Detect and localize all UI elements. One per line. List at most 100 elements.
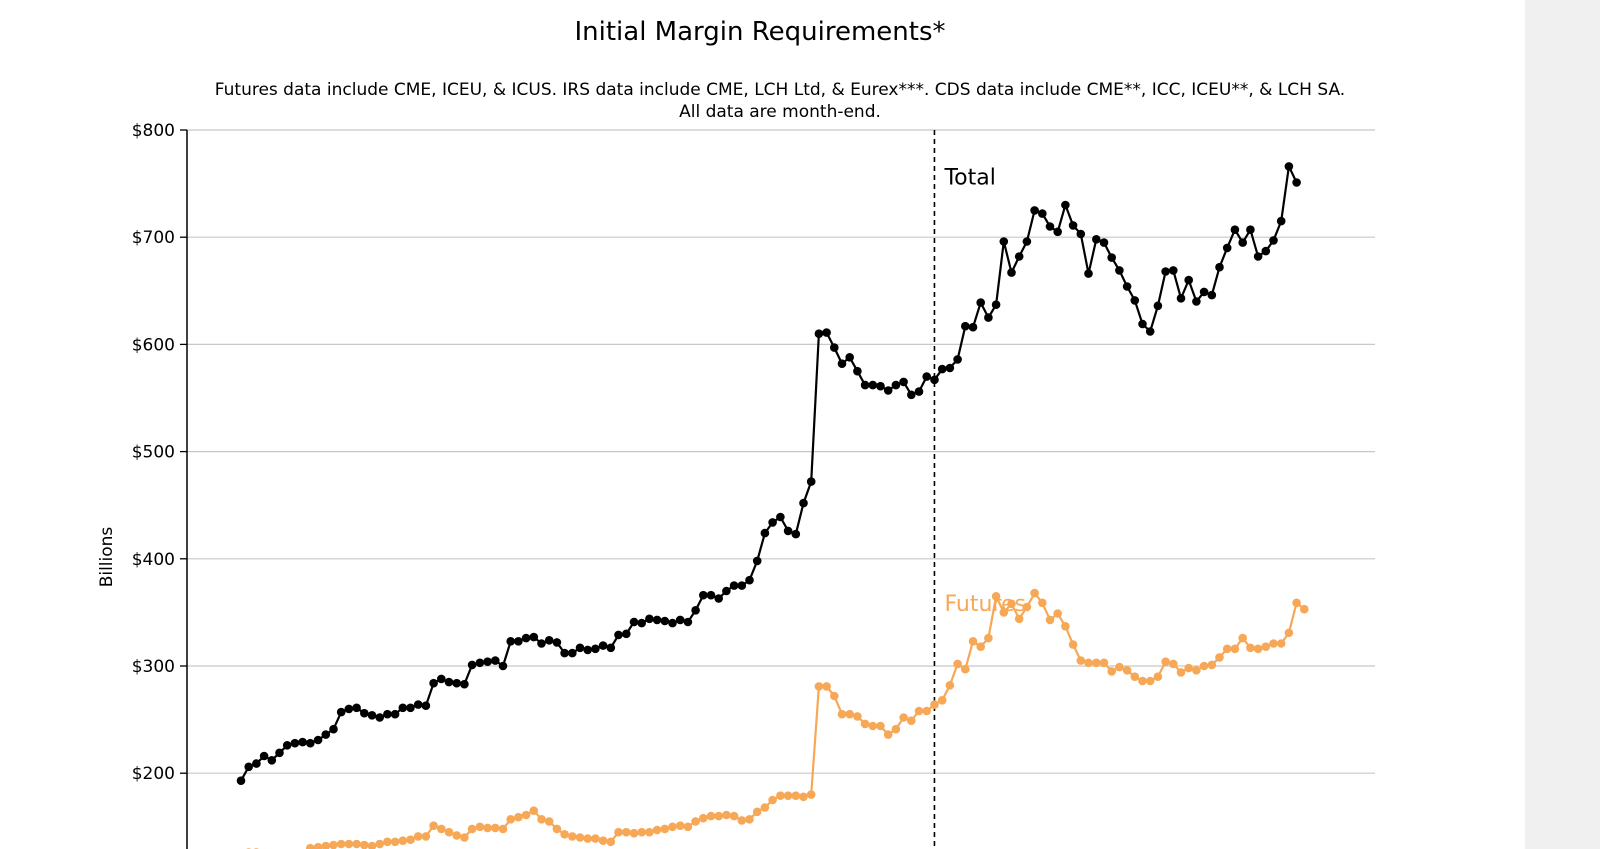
data-point-total — [1276, 216, 1286, 226]
data-point-futures — [652, 825, 662, 835]
data-point-futures — [1222, 644, 1232, 654]
data-point-futures — [452, 831, 462, 840]
data-point-futures — [883, 730, 893, 739]
data-point-total — [336, 707, 346, 717]
data-point-futures — [783, 791, 793, 800]
y-tick-label-400: $400 — [132, 550, 175, 570]
data-point-total — [267, 756, 277, 765]
data-point-total — [306, 738, 315, 748]
data-point-futures — [1138, 676, 1147, 686]
data-point-total — [313, 735, 323, 745]
data-point-total — [1061, 200, 1070, 210]
data-point-total — [290, 738, 300, 748]
data-point-futures — [999, 608, 1009, 617]
data-point-futures — [544, 817, 554, 826]
data-point-futures — [622, 827, 631, 837]
data-point-total — [945, 363, 955, 373]
data-point-total — [999, 237, 1009, 246]
data-point-total — [1030, 206, 1039, 215]
data-point-futures — [1230, 644, 1240, 654]
y-axis-label: Billions — [97, 527, 117, 588]
data-point-futures — [660, 824, 670, 834]
data-point-futures — [729, 811, 739, 821]
data-point-total — [1130, 296, 1140, 305]
data-point-total — [822, 328, 831, 337]
data-point-futures — [907, 716, 916, 725]
data-point-futures — [1269, 639, 1278, 648]
data-point-futures — [737, 816, 747, 825]
data-point-futures — [383, 837, 392, 847]
data-point-total — [1122, 282, 1132, 291]
data-point-futures — [1169, 659, 1178, 669]
data-point-total — [1269, 236, 1278, 245]
data-point-total — [645, 614, 654, 624]
data-point-futures — [375, 839, 385, 849]
data-point-futures — [1076, 656, 1086, 665]
data-point-futures — [367, 841, 377, 849]
data-point-total — [606, 643, 616, 653]
data-point-total — [968, 322, 978, 332]
data-point-futures — [1007, 599, 1016, 609]
data-point-total — [575, 643, 585, 653]
data-point-total — [552, 638, 562, 647]
data-point-futures — [306, 843, 315, 849]
data-point-futures — [922, 706, 931, 716]
data-point-futures — [914, 706, 924, 716]
series-futures — [246, 588, 1309, 849]
data-point-futures — [344, 839, 354, 849]
data-point-total — [1014, 252, 1024, 261]
data-point-futures — [830, 691, 839, 701]
data-point-futures — [961, 664, 970, 674]
data-point-futures — [745, 815, 754, 824]
data-point-futures — [1092, 658, 1101, 668]
data-point-total — [1115, 266, 1124, 275]
data-point-total — [1038, 209, 1047, 218]
data-point-total — [1076, 229, 1086, 239]
data-point-futures — [1261, 642, 1271, 651]
data-point-total — [853, 366, 862, 376]
data-point-total — [360, 708, 369, 718]
data-point-futures — [937, 696, 947, 705]
data-point-total — [514, 637, 523, 646]
data-point-total — [652, 615, 662, 625]
data-point-total — [398, 703, 408, 713]
data-point-futures — [506, 815, 515, 824]
series-group — [236, 162, 1309, 849]
data-point-total — [329, 724, 338, 734]
data-point-total — [883, 386, 893, 395]
data-point-total — [922, 372, 931, 381]
data-point-futures — [1238, 633, 1247, 643]
data-point-total — [383, 709, 392, 719]
data-point-futures — [460, 833, 469, 842]
data-point-total — [475, 658, 485, 668]
data-point-total — [390, 709, 400, 719]
data-point-total — [1161, 267, 1170, 276]
data-point-total — [444, 677, 454, 687]
data-point-futures — [552, 824, 562, 834]
data-point-total — [614, 630, 623, 640]
data-point-total — [991, 300, 1001, 310]
data-point-total — [722, 586, 731, 596]
data-point-futures — [1061, 622, 1070, 631]
data-point-futures — [776, 791, 785, 800]
data-point-futures — [1161, 657, 1170, 666]
data-point-total — [937, 364, 947, 374]
data-point-total — [776, 512, 785, 522]
data-point-futures — [329, 840, 338, 849]
data-point-total — [660, 616, 670, 626]
data-point-total — [244, 762, 253, 772]
data-point-total — [568, 648, 577, 658]
data-point-futures — [1084, 658, 1093, 668]
data-point-total — [683, 617, 693, 627]
data-point-futures — [321, 841, 331, 849]
data-point-total — [1230, 225, 1240, 234]
data-point-futures — [336, 839, 346, 849]
data-point-total — [1169, 266, 1178, 275]
data-point-futures — [429, 821, 438, 830]
data-point-total — [814, 329, 824, 339]
data-point-futures — [891, 724, 901, 734]
data-point-total — [529, 632, 539, 642]
data-point-total — [1246, 225, 1255, 234]
grid — [187, 129, 1375, 774]
data-point-futures — [899, 713, 908, 722]
